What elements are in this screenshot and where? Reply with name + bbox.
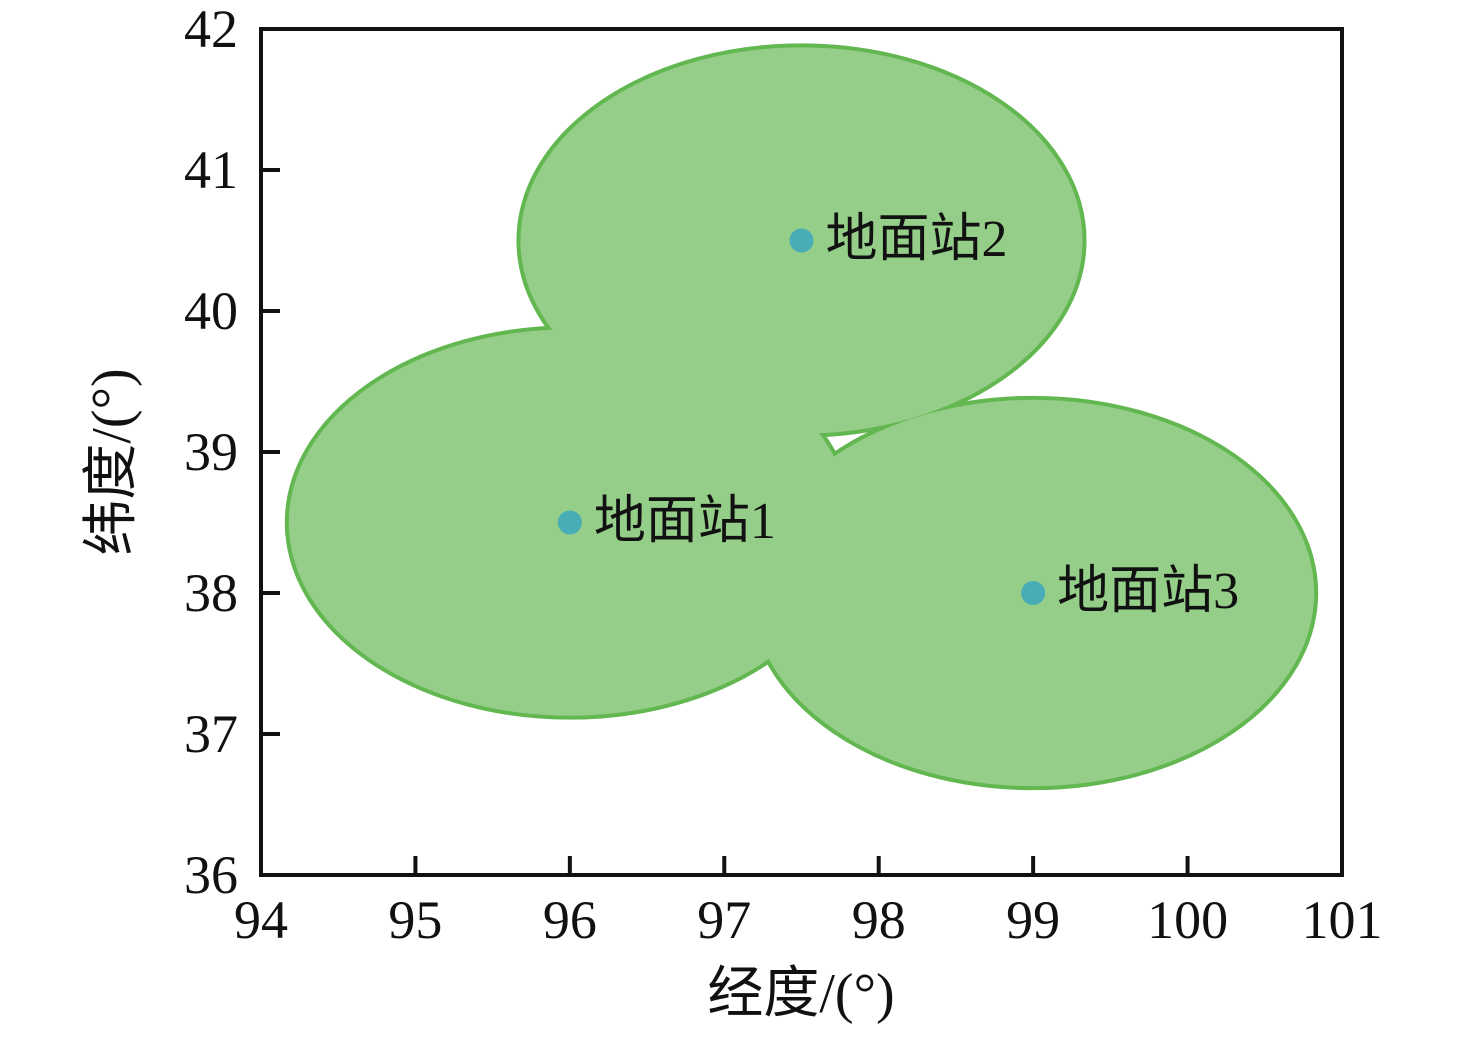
x-tick-label: 96	[542, 890, 597, 950]
y-tick-label: 38	[184, 563, 238, 623]
station-label: 地面站2	[825, 210, 1008, 268]
station-marker	[557, 510, 582, 535]
x-tick-label: 100	[1147, 890, 1229, 950]
y-tick-label: 39	[184, 422, 238, 482]
x-axis-label: 经度/(°)	[707, 963, 895, 1025]
station-label: 地面站1	[593, 492, 776, 550]
plot-frame	[259, 27, 1344, 877]
y-tick-label: 40	[184, 281, 238, 341]
x-tick-label: 101	[1301, 890, 1383, 950]
x-tick-label: 99	[1006, 890, 1061, 950]
y-tick-label: 41	[184, 140, 238, 200]
x-tick-label: 98	[851, 890, 906, 950]
station-label: 地面站3	[1057, 562, 1240, 620]
station-marker	[789, 228, 814, 253]
x-tick-label: 95	[388, 890, 443, 950]
station-marker	[1021, 581, 1046, 605]
y-tick-label: 42	[184, 0, 238, 59]
x-tick-label: 97	[697, 890, 752, 950]
y-tick-label: 37	[184, 704, 238, 764]
x-tick-label: 94	[234, 890, 288, 950]
y-axis-label: 纬度/(°)	[81, 368, 143, 556]
y-tick-label: 36	[184, 845, 238, 905]
